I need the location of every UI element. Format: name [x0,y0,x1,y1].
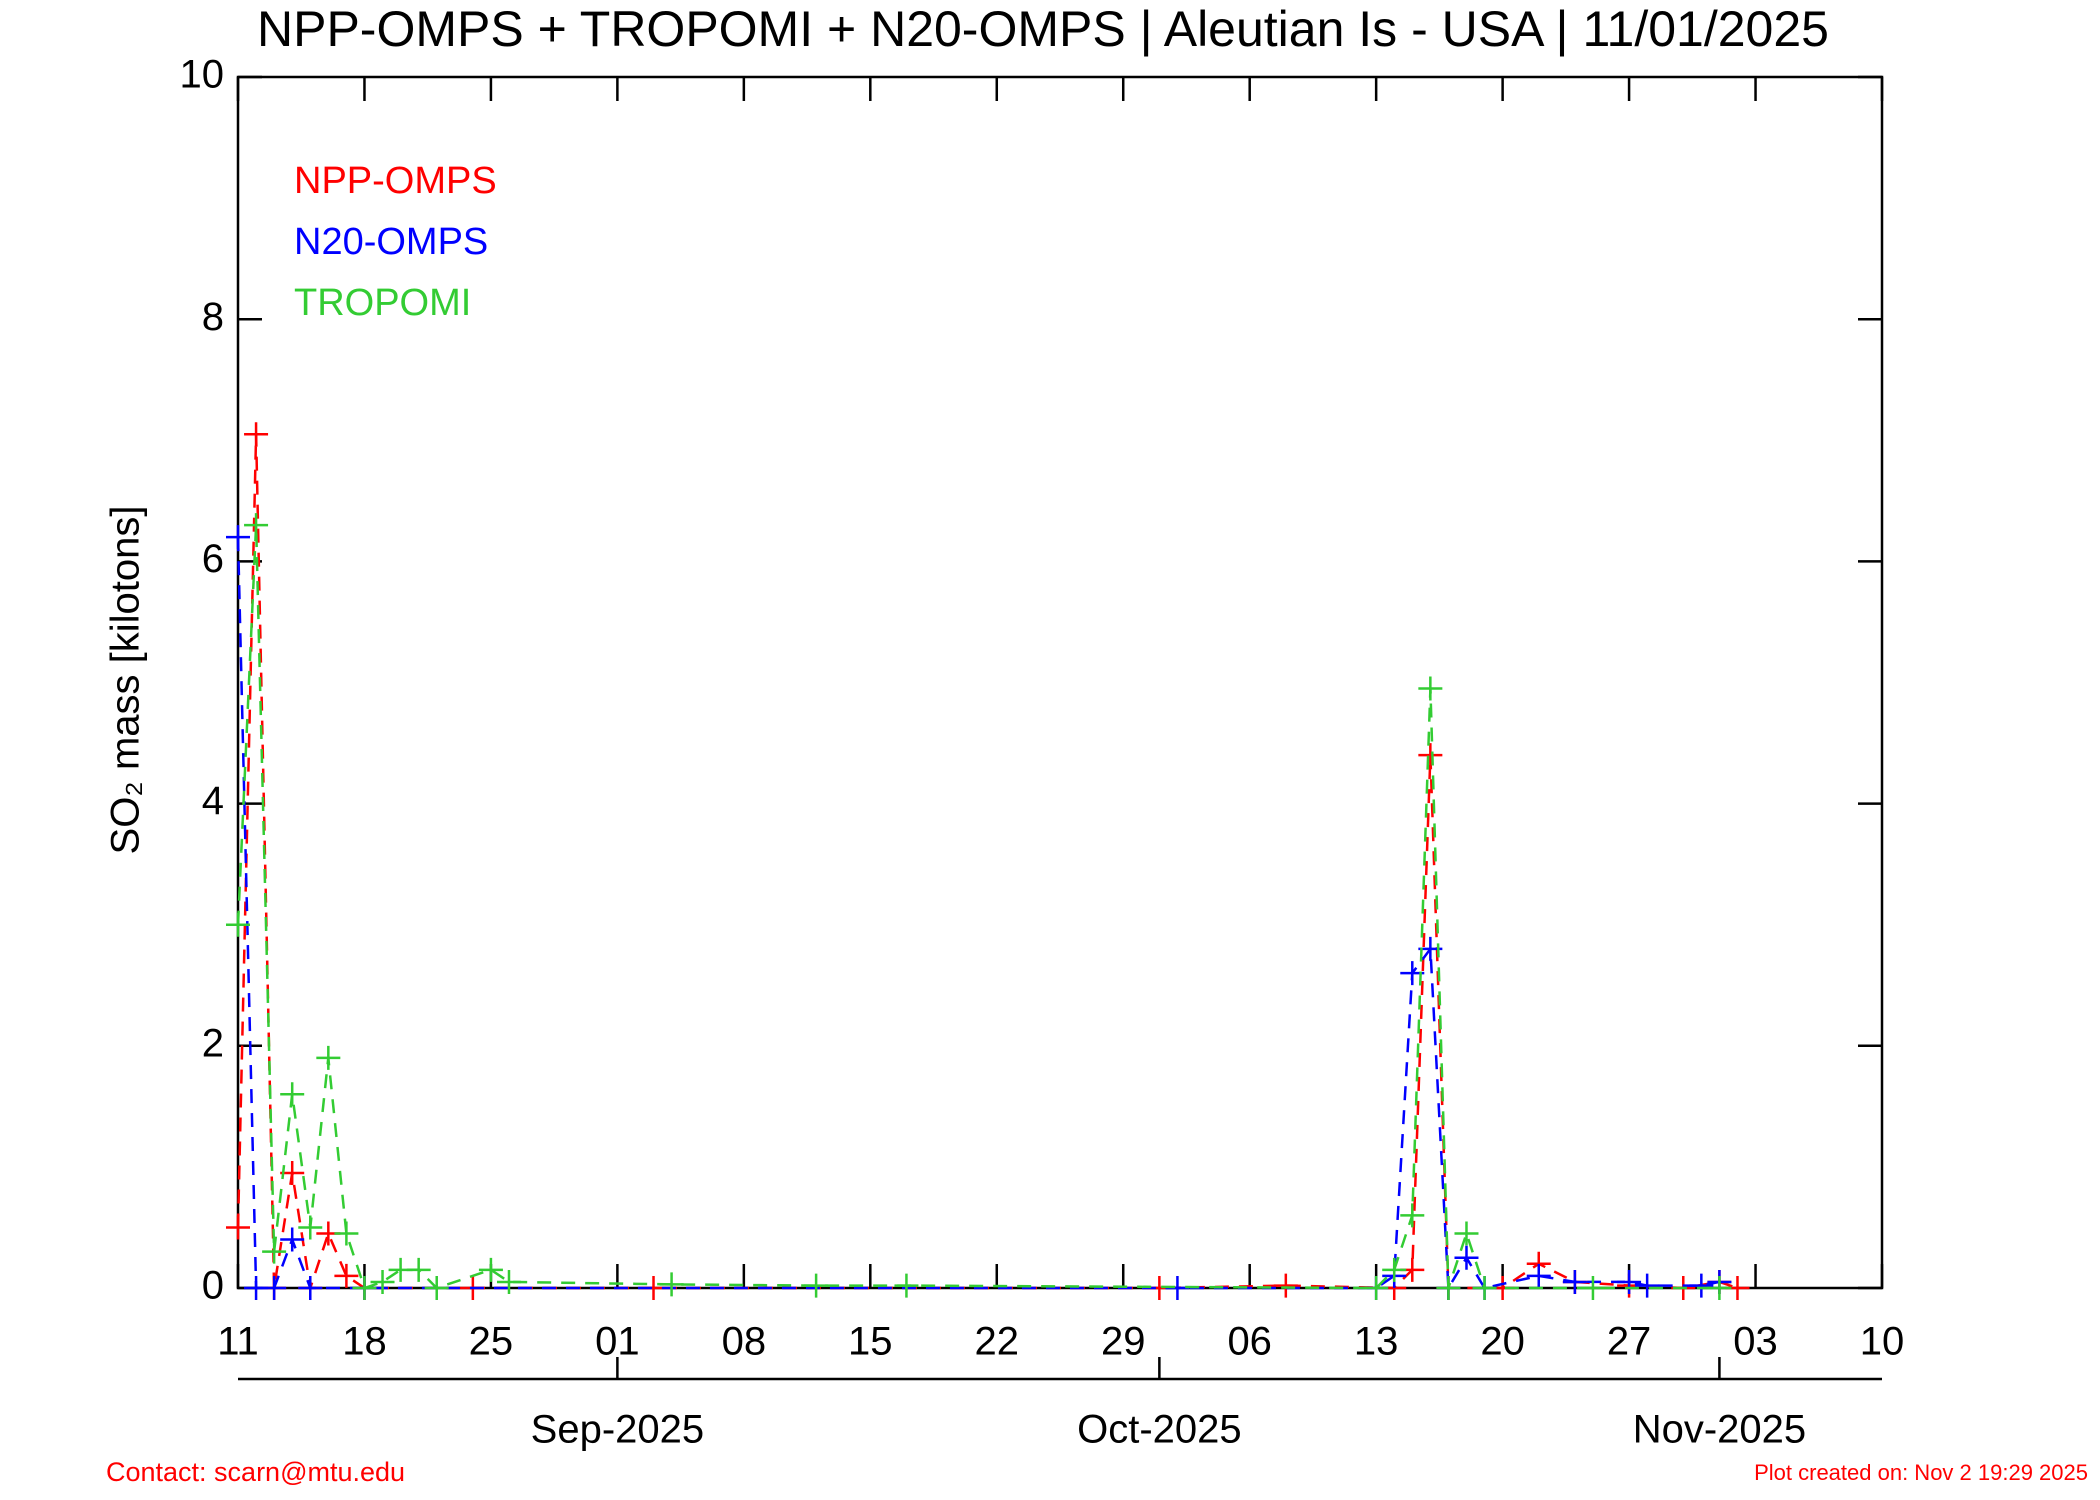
x-tick-label: 06 [1227,1320,1272,1364]
y-tick-label: 4 [202,779,224,823]
marker [226,912,250,937]
marker [1635,1273,1660,1298]
series-line [236,537,1720,1293]
y-tick-label: 0 [202,1264,224,1308]
marker [1454,1221,1479,1246]
marker [659,1272,684,1297]
x-tick-label: 22 [975,1320,1020,1364]
marker [226,525,250,550]
created-note: Plot created on: Nov 2 19:29 2025 [1754,1460,2088,1485]
marker [262,1239,287,1264]
x-tick-label: 11 [217,1320,259,1364]
month-label: Oct-2025 [1077,1408,1242,1452]
marker [316,1045,341,1070]
marker [1472,1276,1497,1300]
series-line [236,525,1720,1290]
chart-title: NPP-OMPS + TROPOMI + N20-OMPS | Aleutian… [257,1,1829,57]
x-tick-label: 03 [1733,1320,1778,1364]
marker [1418,743,1443,768]
marker [406,1257,431,1282]
x-tick-label: 25 [469,1320,514,1364]
marker [1562,1269,1587,1294]
marker [1382,1257,1407,1282]
marker [496,1269,521,1294]
marker [478,1257,503,1282]
marker [244,422,269,447]
month-label: Sep-2025 [531,1408,704,1452]
marker [1273,1273,1298,1298]
marker [1617,1269,1642,1294]
y-tick-label: 6 [202,537,224,581]
month-label: Nov-2025 [1633,1408,1806,1452]
marker [1526,1263,1551,1288]
marker [334,1221,359,1246]
marker [280,1082,305,1107]
x-tick-label: 08 [722,1320,767,1364]
marker [1364,1276,1389,1300]
series-line [236,434,1738,1290]
x-tick-label: 27 [1607,1320,1652,1364]
y-axis-label: SO₂ mass [kilotons] [104,506,148,855]
x-tick-label: 20 [1480,1320,1525,1364]
y-tick-label: 10 [180,53,225,97]
marker [226,1215,250,1240]
x-tick-label: 15 [848,1320,893,1364]
x-tick-label: 18 [342,1320,387,1364]
y-tick-label: 8 [202,295,224,339]
x-tick-label: 01 [595,1320,640,1364]
contact: Contact: scarn@mtu.edu [106,1457,405,1487]
marker [370,1269,395,1294]
x-tick-label: 10 [1860,1320,1905,1364]
x-tick-label: 29 [1101,1320,1146,1364]
legend-entry: N20-OMPS [294,221,488,263]
marker [1454,1245,1479,1270]
marker [1580,1276,1605,1300]
marker [1436,1276,1461,1300]
legend-entry: NPP-OMPS [294,160,497,202]
marker [1400,1203,1425,1228]
x-tick-label: 13 [1354,1320,1399,1364]
marker [298,1276,323,1300]
marker [424,1276,449,1300]
marker [804,1273,829,1298]
marker [1418,676,1443,701]
marker [1689,1273,1714,1298]
marker [298,1215,323,1240]
legend-entry: TROPOMI [294,282,471,324]
marker [352,1276,377,1300]
marker [334,1263,359,1288]
marker [280,1227,305,1252]
y-tick-label: 2 [202,1021,224,1065]
marker [262,1276,287,1300]
marker [894,1273,919,1298]
marker [244,513,269,538]
marker [1707,1276,1732,1300]
